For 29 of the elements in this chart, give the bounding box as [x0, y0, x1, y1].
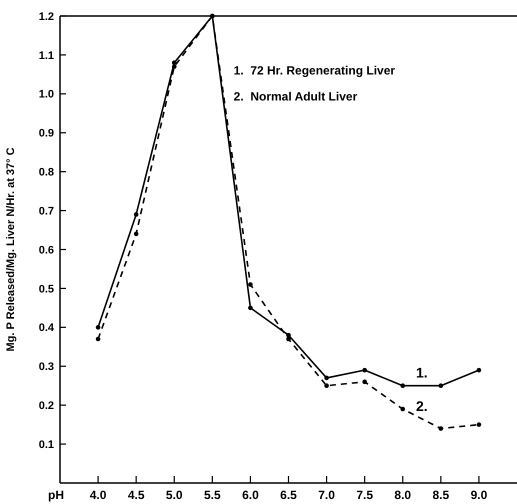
- y-tick-label: 0.6: [38, 244, 54, 256]
- y-tick-label: 0.2: [38, 400, 54, 412]
- x-tick-label: 5.0: [166, 488, 183, 502]
- y-tick-label: 1.0: [38, 88, 54, 101]
- y-tick-label: 0.8: [38, 166, 54, 179]
- x-tick-label: 5.5: [204, 488, 221, 502]
- x-axis-title: pH: [48, 488, 64, 502]
- x-tick-label: 8.5: [432, 488, 450, 502]
- y-tick-label: 1.2: [38, 10, 54, 23]
- x-tick-label: 7.5: [356, 488, 374, 502]
- y-axis-title: Mg. P Released/Mg. Liver N/Hr. at 37° C: [5, 147, 17, 352]
- x-tick-label: 7.0: [318, 488, 336, 502]
- series-label: 1.: [416, 364, 428, 381]
- y-tick-label: 0.5: [38, 283, 54, 296]
- y-tick-label: 0.1: [38, 438, 54, 451]
- annotation: 2. Normal Adult Liver: [234, 89, 358, 104]
- y-tick-label: 0.3: [38, 361, 54, 374]
- x-tick-label: 8.0: [394, 488, 412, 502]
- x-tick-label: 4.5: [128, 488, 145, 502]
- y-tick-label: 0.7: [38, 205, 54, 218]
- x-tick-label: 6.0: [242, 488, 260, 502]
- x-tick-label: 9.0: [470, 488, 488, 502]
- series-label: 2.: [416, 398, 428, 414]
- y-tick-label: 0.9: [38, 128, 54, 140]
- y-tick-label: 1.1: [38, 50, 54, 62]
- y-tick-label: 0.4: [38, 322, 55, 334]
- annotation: 1. 72 Hr. Regenerating Liver: [234, 63, 396, 78]
- x-tick-label: 4.0: [90, 488, 107, 502]
- x-tick-label: 6.5: [280, 488, 298, 502]
